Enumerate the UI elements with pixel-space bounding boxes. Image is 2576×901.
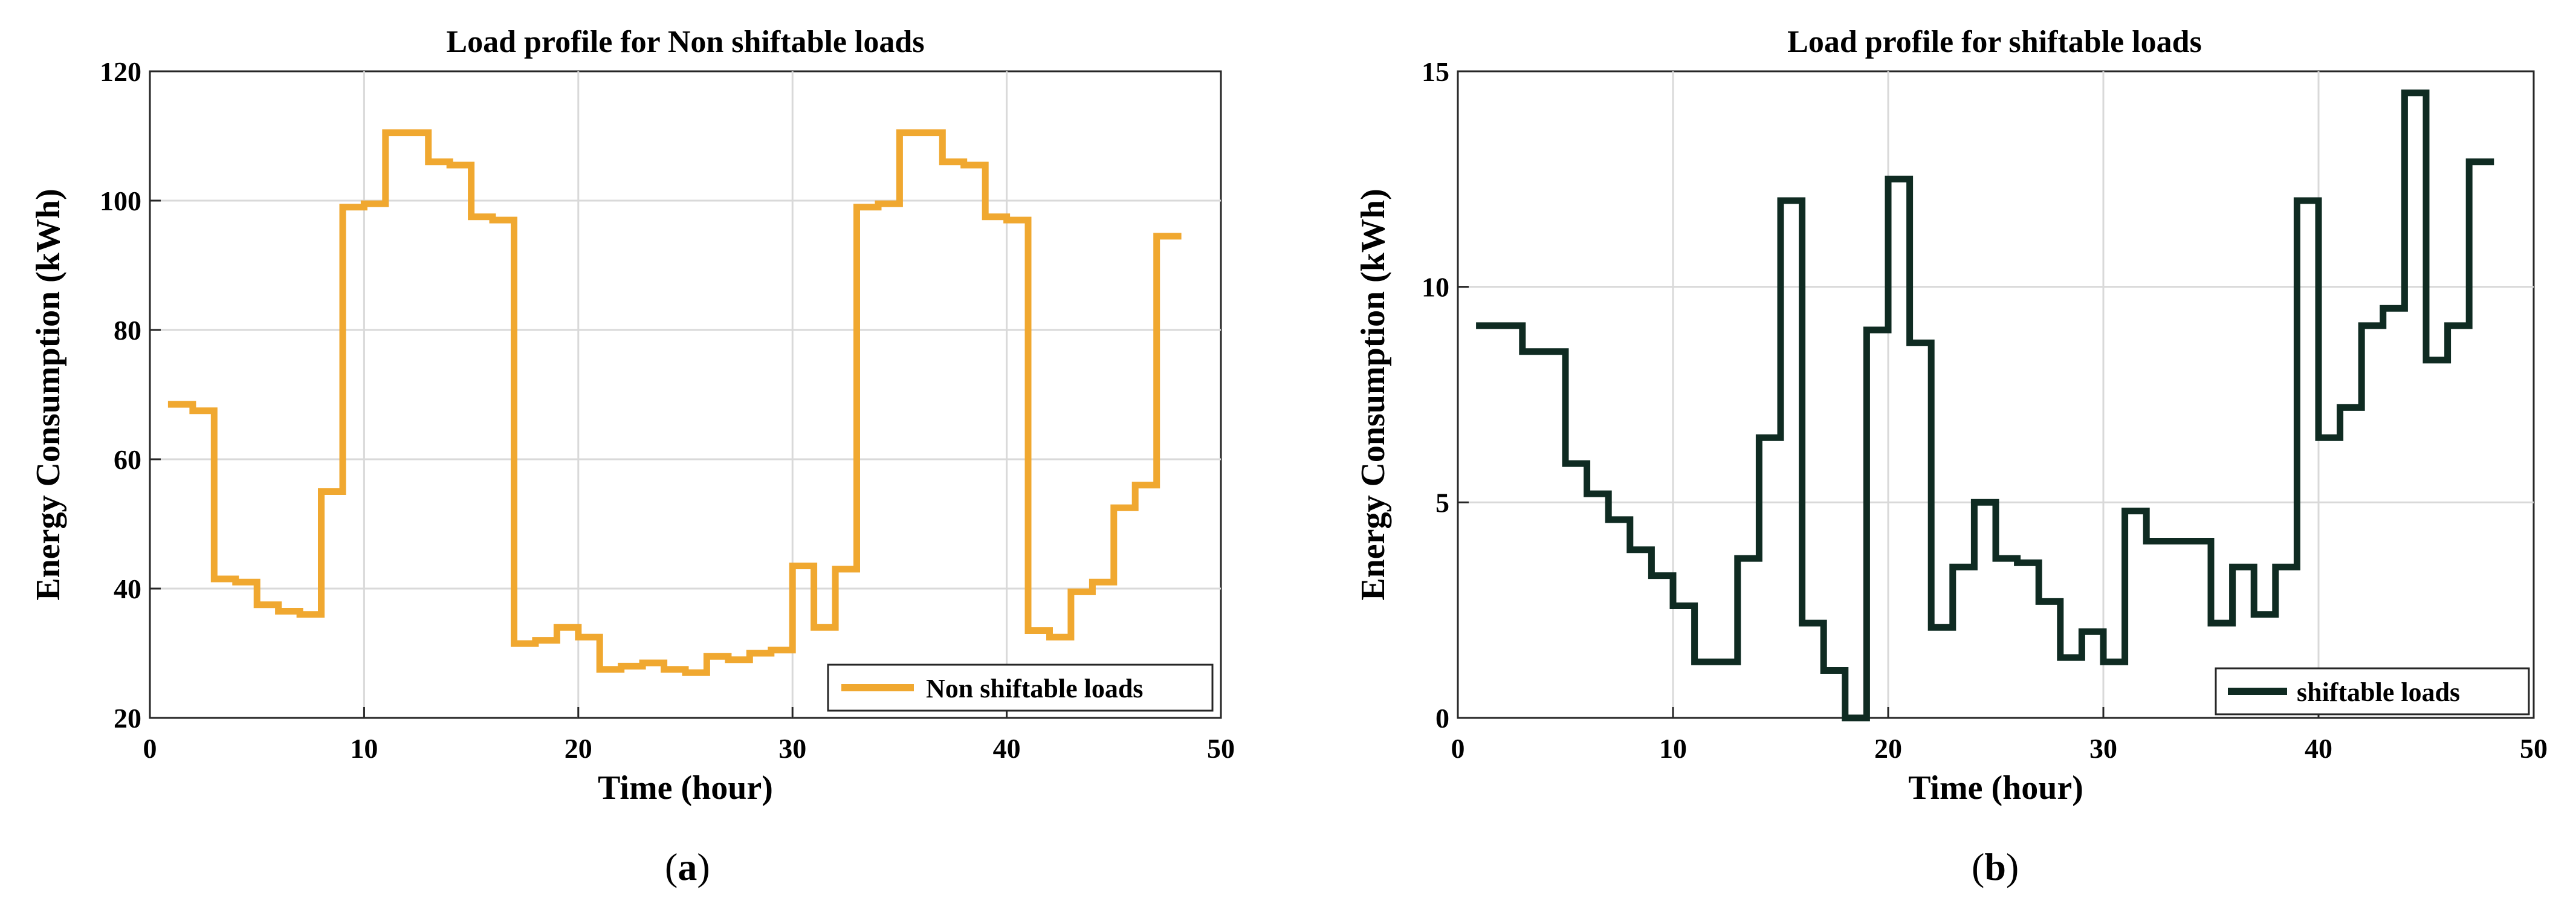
y-tick-labels: 0 5 10 15 bbox=[1422, 56, 1449, 734]
y-tick-labels: 20 40 60 80 100 120 bbox=[100, 56, 141, 734]
legend-entry: shiftable loads bbox=[2297, 677, 2460, 707]
x-tick-label: 20 bbox=[565, 733, 592, 764]
x-tick-label: 30 bbox=[2089, 733, 2117, 764]
plot-frame bbox=[149, 70, 1222, 719]
y-tick-label: 20 bbox=[114, 703, 141, 734]
y-tick-label: 100 bbox=[100, 186, 141, 216]
series-line bbox=[1476, 89, 2494, 722]
x-tick-label: 0 bbox=[1451, 733, 1465, 764]
panel-label: (a) bbox=[665, 845, 710, 888]
legend-entry: Non shiftable loads bbox=[926, 674, 1143, 703]
chart-panel-a: Load profile for Non shiftable loads 0 10… bbox=[30, 25, 1235, 888]
x-tick-label: 10 bbox=[1659, 733, 1687, 764]
y-tick-label: 60 bbox=[114, 444, 141, 475]
x-tick-label: 50 bbox=[1207, 733, 1235, 764]
y-tick-label: 10 bbox=[1422, 272, 1449, 303]
legend: shiftable loads bbox=[2215, 667, 2530, 715]
panel-label: (b) bbox=[1972, 845, 2019, 888]
x-tick-label: 40 bbox=[2305, 733, 2332, 764]
series-group bbox=[167, 129, 1182, 676]
x-axis-label: Time (hour) bbox=[1908, 769, 2083, 807]
y-tick-label: 5 bbox=[1435, 487, 1449, 518]
x-tick-label: 20 bbox=[1874, 733, 1902, 764]
x-tick-label: 10 bbox=[350, 733, 378, 764]
y-axis-label: Energy Consumption (kWh) bbox=[30, 189, 67, 600]
series-group bbox=[1476, 89, 2494, 722]
y-tick-label: 80 bbox=[114, 315, 141, 346]
panel-letter: b bbox=[1984, 845, 2006, 888]
x-tick-labels: 0 10 20 30 40 50 bbox=[143, 733, 1235, 764]
x-tick-label: 40 bbox=[993, 733, 1021, 764]
chart-title: Load profile for shiftable loads bbox=[1787, 25, 2202, 59]
legend: Non shiftable loads bbox=[827, 664, 1214, 712]
series-line bbox=[167, 129, 1182, 676]
panel-letter: a bbox=[678, 845, 697, 888]
y-tick-label: 15 bbox=[1422, 56, 1449, 87]
chart-title: Load profile for Non shiftable loads bbox=[446, 25, 924, 59]
y-axis-label: Energy Consumption (kWh) bbox=[1354, 189, 1392, 600]
x-tick-label: 30 bbox=[778, 733, 806, 764]
grid bbox=[149, 70, 1222, 719]
x-tick-label: 0 bbox=[143, 733, 157, 764]
y-tick-label: 40 bbox=[114, 573, 141, 604]
plot-frame bbox=[1457, 70, 2535, 719]
x-tick-labels: 0 10 20 30 40 50 bbox=[1451, 733, 2548, 764]
chart-panel-b: Load profile for shiftable loads 0 10 20 30… bbox=[1354, 25, 2548, 888]
x-tick-label: 50 bbox=[2520, 733, 2548, 764]
x-axis-label: Time (hour) bbox=[598, 769, 773, 807]
y-tick-label: 0 bbox=[1435, 703, 1449, 734]
y-tick-label: 120 bbox=[100, 56, 141, 87]
